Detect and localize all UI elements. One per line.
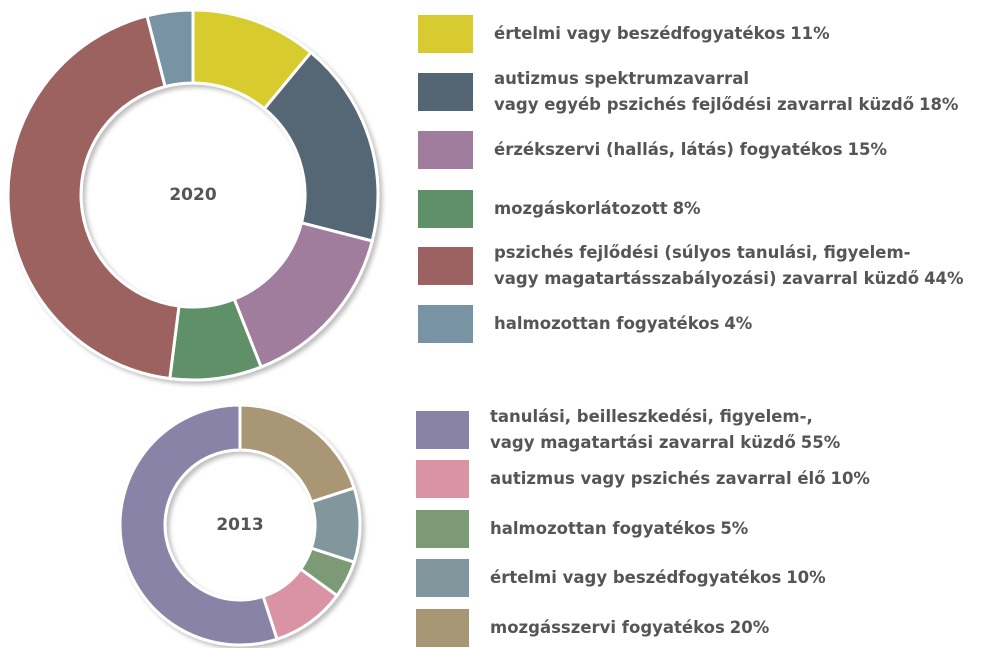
legend-value: 18% — [918, 95, 959, 114]
legend-item: pszichés fejlődési (súlyos tanulási, fig… — [418, 240, 964, 292]
legend-label: pszichés fejlődési (súlyos tanulási, fig… — [494, 240, 964, 292]
legend-item: mozgáskorlátozott 8% — [418, 190, 701, 228]
legend-swatch — [418, 190, 473, 228]
legend-swatch — [418, 247, 473, 285]
legend-text: halmozottan fogyatékos — [494, 314, 720, 333]
legend-swatch — [416, 510, 469, 548]
legend-swatch — [418, 305, 473, 343]
legend-item: halmozottan fogyatékos 5% — [416, 510, 748, 548]
donut — [6, 8, 380, 382]
legend-swatch — [416, 460, 469, 498]
legend-value: 55% — [800, 433, 841, 452]
legend-value: 44% — [924, 269, 964, 288]
legend-value: 10% — [830, 469, 870, 488]
legend-label: érzékszervi (hallás, látás) fogyatékos 15… — [494, 137, 887, 163]
legend-value: 11% — [790, 24, 830, 43]
legend-text: autizmus spektrumzavarral vagy egyéb psz… — [494, 69, 915, 114]
donut-slice — [232, 221, 375, 369]
legend-item: mozgásszervi fogyatékos 20% — [416, 609, 769, 647]
legend-text: értelmi vagy beszédfogyatékos — [494, 24, 786, 43]
legend-value: 15% — [847, 140, 888, 159]
legend-swatch — [418, 15, 473, 53]
legend-item: értelmi vagy beszédfogyatékos 11% — [418, 15, 830, 53]
legend-label: halmozottan fogyatékos 5% — [490, 516, 748, 542]
legend-swatch — [418, 131, 473, 169]
legend-item: autizmus spektrumzavarral vagy egyéb psz… — [418, 66, 958, 118]
legend-swatch — [416, 609, 469, 647]
legend-text: értelmi vagy beszédfogyatékos — [490, 568, 782, 587]
legend-text: érzékszervi (hallás, látás) fogyatékos — [494, 140, 843, 159]
legend-label: értelmi vagy beszédfogyatékos 11% — [494, 21, 830, 47]
donut-slice — [238, 403, 357, 504]
legend-text: halmozottan fogyatékos — [490, 519, 716, 538]
center-label: 2020 — [169, 185, 216, 205]
center-label: 2013 — [216, 515, 263, 535]
legend-item: halmozottan fogyatékos 4% — [418, 305, 752, 343]
donut-slice — [6, 13, 181, 381]
donut-slice — [145, 8, 195, 89]
legend-text: mozgáskorlátozott — [494, 199, 668, 218]
legend-item: autizmus vagy pszichés zavarral élő 10% — [416, 460, 870, 498]
legend-item: tanulási, beilleszkedési, figyelem-, vag… — [416, 404, 840, 456]
legend-swatch — [416, 411, 469, 449]
donut-slice — [118, 403, 279, 647]
legend-label: tanulási, beilleszkedési, figyelem-, vag… — [490, 404, 840, 456]
legend-label: mozgáskorlátozott 8% — [494, 196, 701, 222]
legend-value: 20% — [729, 618, 770, 637]
legend-swatch — [416, 559, 469, 597]
donut — [118, 403, 362, 647]
legend-text: pszichés fejlődési (súlyos tanulási, fig… — [494, 243, 920, 288]
legend-value: 5% — [720, 519, 749, 538]
legend-item: értelmi vagy beszédfogyatékos 10% — [416, 559, 826, 597]
legend-text: mozgásszervi fogyatékos — [490, 618, 725, 637]
legend-label: értelmi vagy beszédfogyatékos 10% — [490, 565, 826, 591]
legend-value: 8% — [672, 199, 701, 218]
legend-label: halmozottan fogyatékos 4% — [494, 311, 752, 337]
legend-label: autizmus spektrumzavarral vagy egyéb psz… — [494, 66, 958, 118]
legend-text: autizmus vagy pszichés zavarral élő — [490, 469, 826, 488]
legend-value: 10% — [786, 568, 826, 587]
legend-label: autizmus vagy pszichés zavarral élő 10% — [490, 466, 870, 492]
legend-item: érzékszervi (hallás, látás) fogyatékos 15… — [418, 131, 887, 169]
legend-text: tanulási, beilleszkedési, figyelem-, vag… — [490, 407, 813, 452]
legend-swatch — [418, 73, 473, 111]
legend-value: 4% — [724, 314, 753, 333]
legend-label: mozgásszervi fogyatékos 20% — [490, 615, 769, 641]
